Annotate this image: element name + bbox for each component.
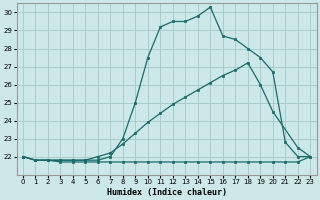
- X-axis label: Humidex (Indice chaleur): Humidex (Indice chaleur): [107, 188, 227, 197]
